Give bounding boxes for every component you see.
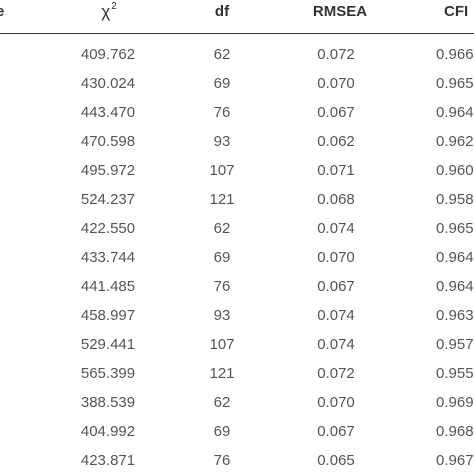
cell-df: 121 <box>209 191 235 208</box>
cell-cfi: 0.964 <box>436 278 474 295</box>
cell-chi-square: 524.237 <box>80 191 136 208</box>
cell-rmsea: 0.070 <box>317 394 355 411</box>
cell-rmsea: 0.067 <box>317 104 355 121</box>
cell-rmsea: 0.062 <box>317 133 355 150</box>
cell-df: 62 <box>213 394 231 411</box>
table-row: 423.871 76 0.065 0.967 <box>0 447 474 474</box>
cell-df: 76 <box>213 278 231 295</box>
cell-rmsea: 0.070 <box>317 249 355 266</box>
cell-rmsea: 0.074 <box>317 307 355 324</box>
cell-chi-square: 529.441 <box>80 336 136 353</box>
cell-cfi: 0.964 <box>436 104 474 121</box>
table-row: 565.399 121 0.072 0.955 <box>0 360 474 389</box>
cell-chi-square: 565.399 <box>80 365 136 382</box>
cell-df: 121 <box>209 365 235 382</box>
cell-chi-square: 443.470 <box>80 104 136 121</box>
cell-chi-square: 433.744 <box>80 249 136 266</box>
cell-chi-square: 441.485 <box>80 278 136 295</box>
table-row: 524.237 121 0.068 0.958 <box>0 186 474 215</box>
cell-chi-square: 423.871 <box>80 452 136 469</box>
cell-chi-square: 388.539 <box>80 394 136 411</box>
cell-df: 93 <box>213 133 231 150</box>
cell-rmsea: 0.074 <box>317 336 355 353</box>
header-cfi: CFI <box>444 3 469 20</box>
cell-chi-square: 470.598 <box>80 133 136 150</box>
table-row: 441.485 76 0.067 0.964 <box>0 273 474 302</box>
table-row: 458.997 93 0.074 0.963 <box>0 302 474 331</box>
cell-cfi: 0.955 <box>436 365 474 382</box>
table-row: 470.598 93 0.062 0.962 <box>0 128 474 157</box>
table-row: 430.024 69 0.070 0.965 <box>0 70 474 99</box>
cell-cfi: 0.963 <box>436 307 474 324</box>
cell-cfi: 0.964 <box>436 249 474 266</box>
header-rmsea: RMSEA <box>312 3 368 20</box>
table-row: 443.470 76 0.067 0.964 <box>0 99 474 128</box>
header-chi-superscript: 2 <box>111 1 117 12</box>
cell-cfi: 0.969 <box>436 394 474 411</box>
header-chi-square: χ2 <box>84 1 134 22</box>
cell-chi-square: 404.992 <box>80 423 136 440</box>
cell-cfi: 0.962 <box>436 133 474 150</box>
cell-rmsea: 0.067 <box>317 278 355 295</box>
cell-chi-square: 495.972 <box>80 162 136 179</box>
cell-df: 62 <box>213 220 231 237</box>
cell-df: 69 <box>213 249 231 266</box>
cell-cfi: 0.957 <box>436 336 474 353</box>
cell-rmsea: 0.074 <box>317 220 355 237</box>
cell-chi-square: 409.762 <box>80 46 136 63</box>
cell-rmsea: 0.065 <box>317 452 355 469</box>
cell-chi-square: 458.997 <box>80 307 136 324</box>
cell-rmsea: 0.068 <box>317 191 355 208</box>
table-row: 404.992 69 0.067 0.968 <box>0 418 474 447</box>
header-df: df <box>214 3 230 20</box>
cell-df: 93 <box>213 307 231 324</box>
table-row: 388.539 62 0.070 0.969 <box>0 389 474 418</box>
table-body: 409.762 62 0.072 0.966 430.024 69 0.070 … <box>0 41 474 474</box>
cell-rmsea: 0.067 <box>317 423 355 440</box>
cell-chi-square: 422.550 <box>80 220 136 237</box>
cell-cfi: 0.958 <box>436 191 474 208</box>
cell-rmsea: 0.071 <box>317 162 355 179</box>
header-truncated-column: e <box>0 3 5 20</box>
cell-cfi: 0.965 <box>436 220 474 237</box>
cell-df: 76 <box>213 452 231 469</box>
cell-rmsea: 0.070 <box>317 75 355 92</box>
table-row: 433.744 69 0.070 0.964 <box>0 244 474 273</box>
table-row: 495.972 107 0.071 0.960 <box>0 157 474 186</box>
cell-rmsea: 0.072 <box>317 365 355 382</box>
cell-cfi: 0.968 <box>436 423 474 440</box>
table-row: 422.550 62 0.074 0.965 <box>0 215 474 244</box>
cell-df: 69 <box>213 75 231 92</box>
header-chi-symbol: χ <box>101 2 111 21</box>
cell-cfi: 0.960 <box>436 162 474 179</box>
cell-df: 76 <box>213 104 231 121</box>
table-row: 529.441 107 0.074 0.957 <box>0 331 474 360</box>
cell-cfi: 0.966 <box>436 46 474 63</box>
cell-df: 62 <box>213 46 231 63</box>
cell-rmsea: 0.072 <box>317 46 355 63</box>
cell-df: 69 <box>213 423 231 440</box>
cell-chi-square: 430.024 <box>80 75 136 92</box>
cell-df: 107 <box>209 336 235 353</box>
cell-cfi: 0.967 <box>436 452 474 469</box>
table-header-row: e χ2 df RMSEA CFI <box>0 0 474 34</box>
cell-df: 107 <box>209 162 235 179</box>
table-row: 409.762 62 0.072 0.966 <box>0 41 474 70</box>
cell-cfi: 0.965 <box>436 75 474 92</box>
